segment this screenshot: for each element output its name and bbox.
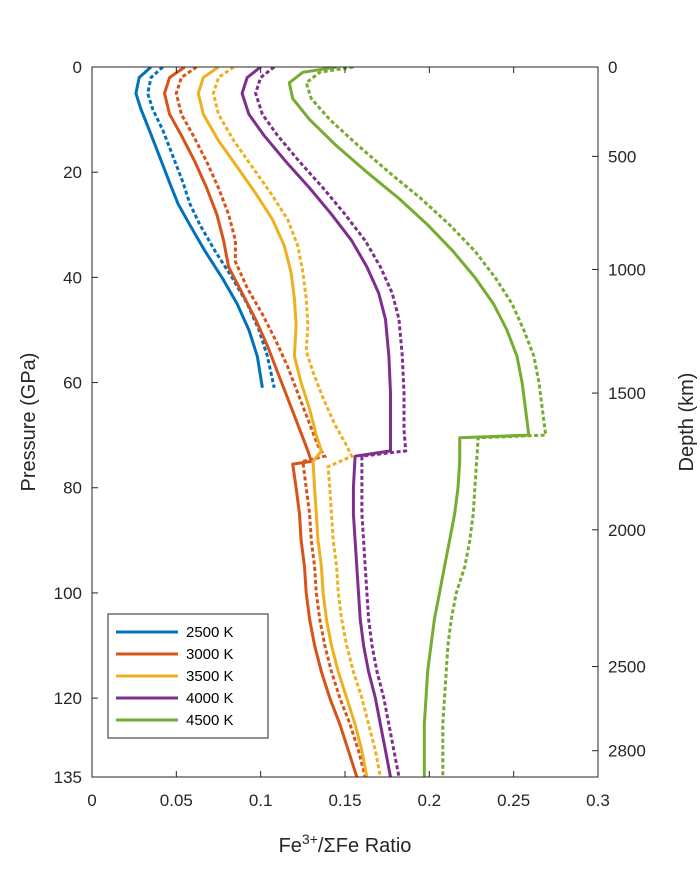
y-tick-label: 20 (63, 163, 82, 182)
legend-label-2500-k: 2500 K (186, 624, 234, 641)
series-line-2500-k-dotted (146, 67, 276, 389)
y2-tick-label: 1000 (608, 260, 646, 279)
x-tick-label: 0.1 (249, 791, 273, 810)
x-axis-label-superscript: 3+ (302, 831, 318, 847)
x-axis-label-rest: /ΣFe Ratio (318, 835, 412, 857)
ticks-layer: 0 0.05 0.1 0.15 0.2 0.25 0.3 0 20 40 60 80 100 120 135… (54, 58, 646, 810)
y-tick-label: 135 (54, 768, 82, 787)
x-axis-label-base: Fe (279, 835, 302, 857)
y-tick-label: 60 (63, 374, 82, 393)
y2-tick-label: 1500 (608, 384, 646, 403)
y-tick-label: 40 (63, 268, 82, 287)
series-layer (134, 67, 548, 777)
y2-axis-label: Depth (km) (676, 373, 698, 472)
series-line-4500-k-solid (287, 67, 531, 777)
x-tick-label: 0.15 (328, 791, 361, 810)
legend-label-4000-k: 4000 K (186, 690, 234, 707)
y-tick-label: 0 (73, 58, 82, 77)
y-tick-label: 120 (54, 689, 82, 708)
legend-label-3500-k: 3500 K (186, 668, 234, 685)
x-tick-label: 0.05 (160, 791, 193, 810)
series-line-3000-k-dotted (174, 67, 367, 777)
x-tick-label: 0.3 (586, 791, 610, 810)
x-axis-label: Fe3+/ΣFe Ratio (279, 831, 412, 857)
series-line-3500-k-solid (196, 67, 369, 777)
legend-label-3000-k: 3000 K (186, 646, 234, 663)
series-line-3500-k-dotted (211, 67, 382, 777)
series-line-3000-k-solid (163, 67, 359, 777)
y2-tick-label: 2800 (608, 742, 646, 761)
series-line-4000-k-solid (240, 67, 392, 777)
y-tick-label: 100 (54, 584, 82, 603)
y2-tick-label: 0 (608, 58, 617, 77)
legend: 2500 K 3000 K 3500 K 4000 K 4500 K (107, 613, 269, 739)
series-line-4000-k-dotted (254, 67, 408, 777)
x-tick-label: 0 (87, 791, 96, 810)
legend-label-4500-k: 4500 K (186, 712, 234, 729)
y2-tick-label: 2500 (608, 658, 646, 677)
x-tick-label: 0.2 (418, 791, 442, 810)
series-line-2500-k-solid (134, 67, 264, 389)
y2-tick-label: 500 (608, 147, 636, 166)
x-tick-label: 0.25 (497, 791, 530, 810)
y-axis-label: Pressure (GPa) (18, 353, 40, 492)
y2-tick-label: 2000 (608, 521, 646, 540)
y-tick-label: 80 (63, 479, 82, 498)
